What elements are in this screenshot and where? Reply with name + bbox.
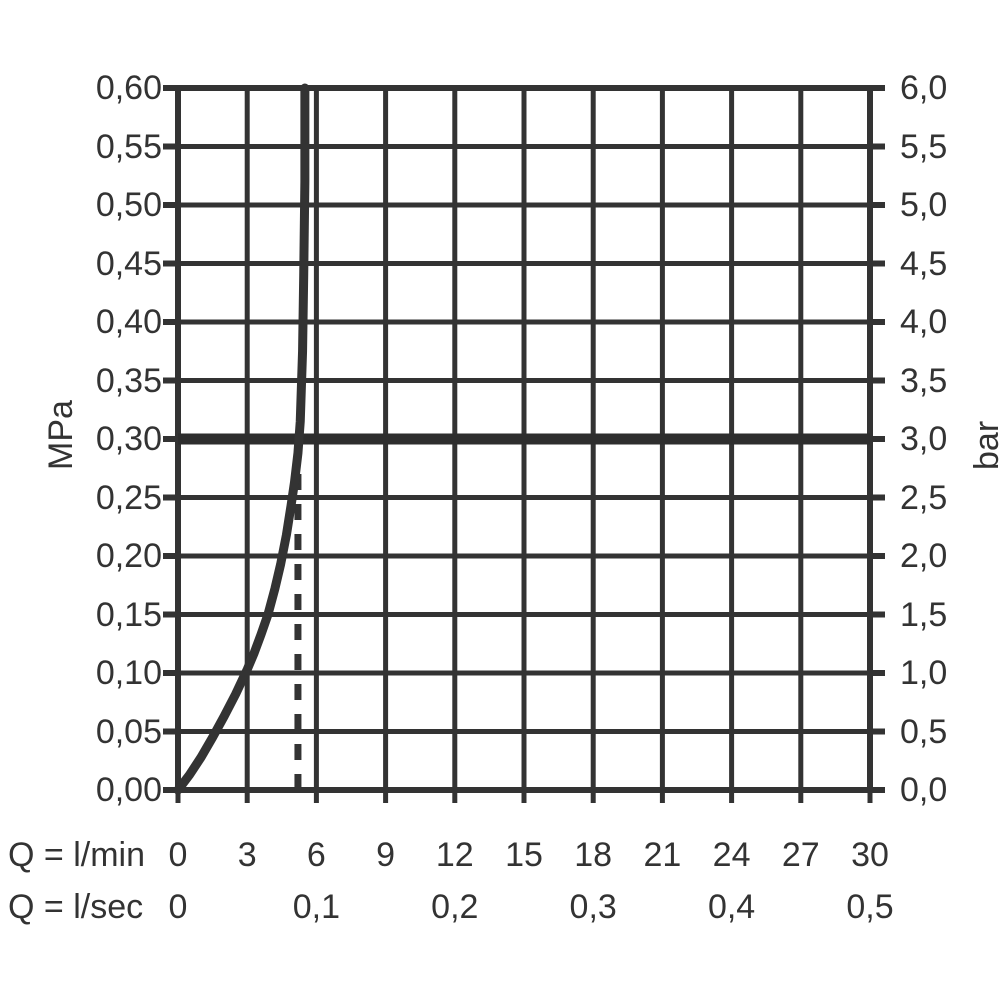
y-axis-left-tick-label: 0,25	[95, 478, 162, 517]
x-axis-lmin-tick-label: 9	[376, 836, 396, 874]
x-axis-lsec-tick-label: 0,4	[707, 888, 756, 926]
x-axis-lmin-tick-label: 0	[168, 836, 188, 874]
y-axis-left-tick-label: 0,50	[95, 186, 162, 224]
x-axis-lsec-tick-label: 0	[168, 888, 188, 926]
y-axis-left-tick-label: 0,10	[95, 654, 162, 692]
y-axis-right-tick-label: 0,5	[900, 712, 948, 751]
y-axis-left-tick-label: 0,00	[95, 771, 162, 809]
x-axis-lmin-tick-label: 3	[237, 836, 257, 874]
x-axis-lsec-tick-label: 0,1	[292, 888, 341, 926]
y-axis-left-tick-label: 0,45	[95, 244, 162, 283]
x-axis-lmin-tick-label: 18	[574, 836, 613, 874]
y-axis-left-tick-label: 0,60	[95, 69, 162, 107]
x-axis-lmin-tick-label: 27	[781, 836, 820, 874]
x-axis-lmin-tick-label: 21	[643, 836, 682, 874]
x-axis-lsec-tick-label: 0,3	[569, 888, 617, 926]
y-axis-left-tick-label: 0,30	[95, 420, 162, 458]
x-axis-lmin-tick-label: 6	[306, 836, 326, 874]
y-axis-left-tick-label: 0,55	[95, 127, 162, 166]
x-axis-lmin-tick-label: 15	[505, 836, 543, 874]
y-axis-right-tick-label: 5,0	[900, 186, 948, 224]
y-axis-left-tick-label: 0,05	[95, 712, 162, 751]
y-axis-right-tick-label: 1,5	[900, 595, 948, 634]
y-axis-right-tick-label: 1,0	[900, 654, 948, 692]
y-axis-right-tick-label: 2,0	[900, 537, 948, 575]
y-axis-right-tick-label: 4,5	[900, 244, 948, 283]
pressure-loss-curve	[173, 83, 310, 795]
y-axis-left-tick-label: 0,35	[95, 361, 162, 400]
x-axis-lsec-tick-label: 0,5	[846, 888, 894, 926]
y-axis-right-tick-label: 4,0	[900, 303, 948, 341]
y-axis-left-tick-label: 0,15	[95, 595, 162, 634]
x-axis-lsec-title: Q = l/sec	[8, 888, 144, 926]
x-axis-lmin-tick-label: 24	[712, 836, 751, 874]
y-axis-right-tick-label: 3,0	[900, 420, 948, 458]
x-axis-lmin-tick-label: 30	[851, 836, 889, 874]
x-axis-lmin-title: Q = l/min	[8, 836, 145, 874]
y-axis-right-tick-label: 6,0	[900, 69, 948, 107]
y-axis-right-tick-label: 2,5	[900, 478, 948, 517]
x-axis-lsec-tick-label: 0,2	[431, 888, 479, 926]
y-axis-left-tick-label: 0,40	[95, 303, 162, 341]
y-axis-right-tick-label: 0,0	[900, 771, 948, 809]
y-axis-right-tick-label: 5,5	[900, 127, 948, 166]
x-axis-lmin-tick-label: 12	[435, 836, 474, 874]
y-axis-right-tick-label: 3,5	[900, 361, 948, 400]
y-axis-left-tick-label: 0,20	[95, 537, 162, 575]
